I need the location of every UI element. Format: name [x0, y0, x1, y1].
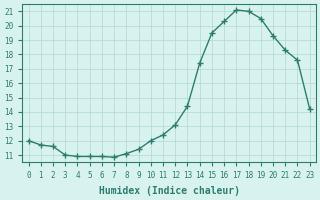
X-axis label: Humidex (Indice chaleur): Humidex (Indice chaleur) — [99, 186, 240, 196]
